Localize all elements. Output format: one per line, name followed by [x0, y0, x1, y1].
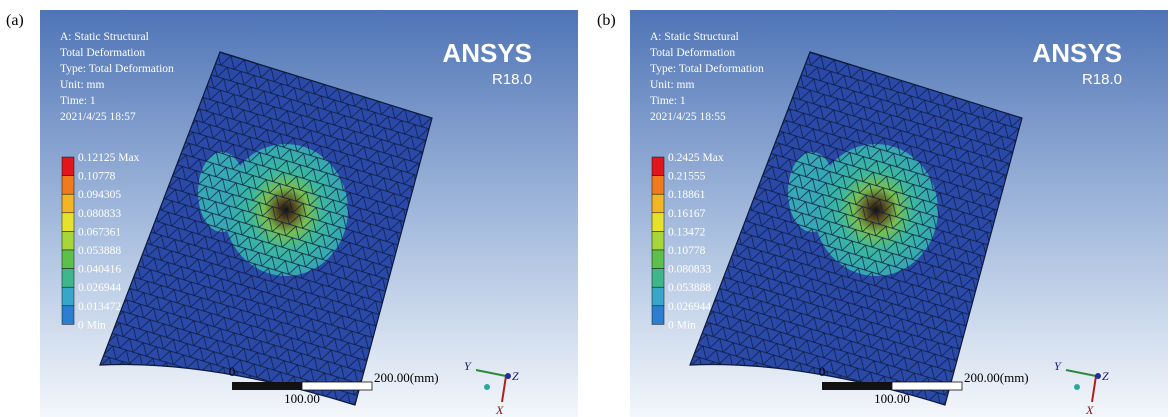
info-line: 2021/4/25 18:55	[650, 111, 726, 123]
axis-z	[1095, 373, 1101, 379]
info-line: Time: 1	[60, 95, 96, 107]
legend-label: 0 Min	[78, 319, 106, 331]
legend-swatch	[652, 231, 664, 250]
info-line: A: Static Structural	[650, 31, 739, 43]
legend-label: 0.2425 Max	[668, 152, 724, 164]
axis-label: X	[1085, 403, 1094, 417]
legend-label: 0.16167	[668, 208, 706, 220]
version: R18.0	[492, 71, 532, 88]
legend-label: 0.026944	[668, 301, 711, 313]
triad-ball	[484, 384, 490, 390]
info-line: Total Deformation	[60, 47, 145, 59]
info-line: Unit: mm	[60, 79, 104, 91]
logo: ANSYS	[1032, 38, 1122, 68]
legend-swatch	[652, 157, 664, 176]
legend-label: 0.10778	[78, 171, 116, 183]
logo: ANSYS	[442, 38, 532, 68]
legend-swatch	[652, 306, 664, 325]
scale-black	[232, 382, 302, 390]
legend-swatch	[652, 176, 664, 195]
legend-swatch	[62, 231, 74, 250]
scale-white	[892, 382, 962, 390]
info-line: Time: 1	[650, 95, 686, 107]
legend-swatch	[62, 250, 74, 269]
axis-z	[505, 373, 511, 379]
info-line: 2021/4/25 18:57	[60, 111, 136, 123]
legend-label: 0.094305	[78, 189, 121, 201]
legend-label: 0.13472	[668, 226, 706, 238]
legend-swatch	[62, 269, 74, 288]
triad-ball	[1074, 384, 1080, 390]
scale-label: 200.00(mm)	[374, 370, 439, 385]
legend-label: 0.18861	[668, 189, 706, 201]
legend-swatch	[62, 157, 74, 176]
legend-swatch	[652, 269, 664, 288]
legend-swatch	[62, 306, 74, 325]
legend-swatch	[652, 213, 664, 232]
legend-swatch	[62, 176, 74, 195]
axis-label: X	[495, 403, 504, 417]
panel-label: (b)	[597, 12, 616, 30]
legend-swatch	[62, 213, 74, 232]
legend-swatch	[62, 194, 74, 213]
scale-label: 0	[229, 364, 236, 379]
info-line: A: Static Structural	[60, 31, 149, 43]
legend-swatch	[652, 287, 664, 306]
legend-label: 0.013472	[78, 301, 121, 313]
legend-label: 0.026944	[78, 282, 121, 294]
legend-label: 0.080833	[78, 208, 121, 220]
scale-label: 200.00(mm)	[964, 370, 1029, 385]
legend-swatch	[62, 287, 74, 306]
info-line: Type: Total Deformation	[650, 63, 764, 75]
ansys-view: A: Static Structural Total Deformation Typ…	[630, 10, 1168, 417]
legend-label: 0.21555	[668, 171, 706, 183]
ansys-view: A: Static Structural Total Deformation Typ…	[40, 10, 578, 417]
scale-black	[822, 382, 892, 390]
legend-label: 0.040416	[78, 264, 121, 276]
legend-label: 0.053888	[668, 282, 711, 294]
scale-label: 100.00	[284, 391, 320, 406]
version: R18.0	[1082, 71, 1122, 88]
scale-white	[302, 382, 372, 390]
panel-label: (a)	[6, 12, 24, 30]
info-line: Total Deformation	[650, 47, 735, 59]
legend-label: 0 Min	[668, 319, 696, 331]
legend-label: 0.053888	[78, 245, 121, 257]
legend-swatch	[652, 250, 664, 269]
info-line: Type: Total Deformation	[60, 63, 174, 75]
legend-label: 0.080833	[668, 264, 711, 276]
info-line: Unit: mm	[650, 79, 694, 91]
scale-label: 0	[819, 364, 826, 379]
legend-label: 0.067361	[78, 226, 121, 238]
legend-label: 0.12125 Max	[78, 152, 140, 164]
axis-label: Z	[512, 369, 519, 383]
legend-swatch	[652, 194, 664, 213]
legend-label: 0.10778	[668, 245, 706, 257]
axis-label: Z	[1102, 369, 1109, 383]
figure: (a) (b) A: Static Structural Total Deform…	[0, 0, 1170, 417]
scale-label: 100.00	[874, 391, 910, 406]
